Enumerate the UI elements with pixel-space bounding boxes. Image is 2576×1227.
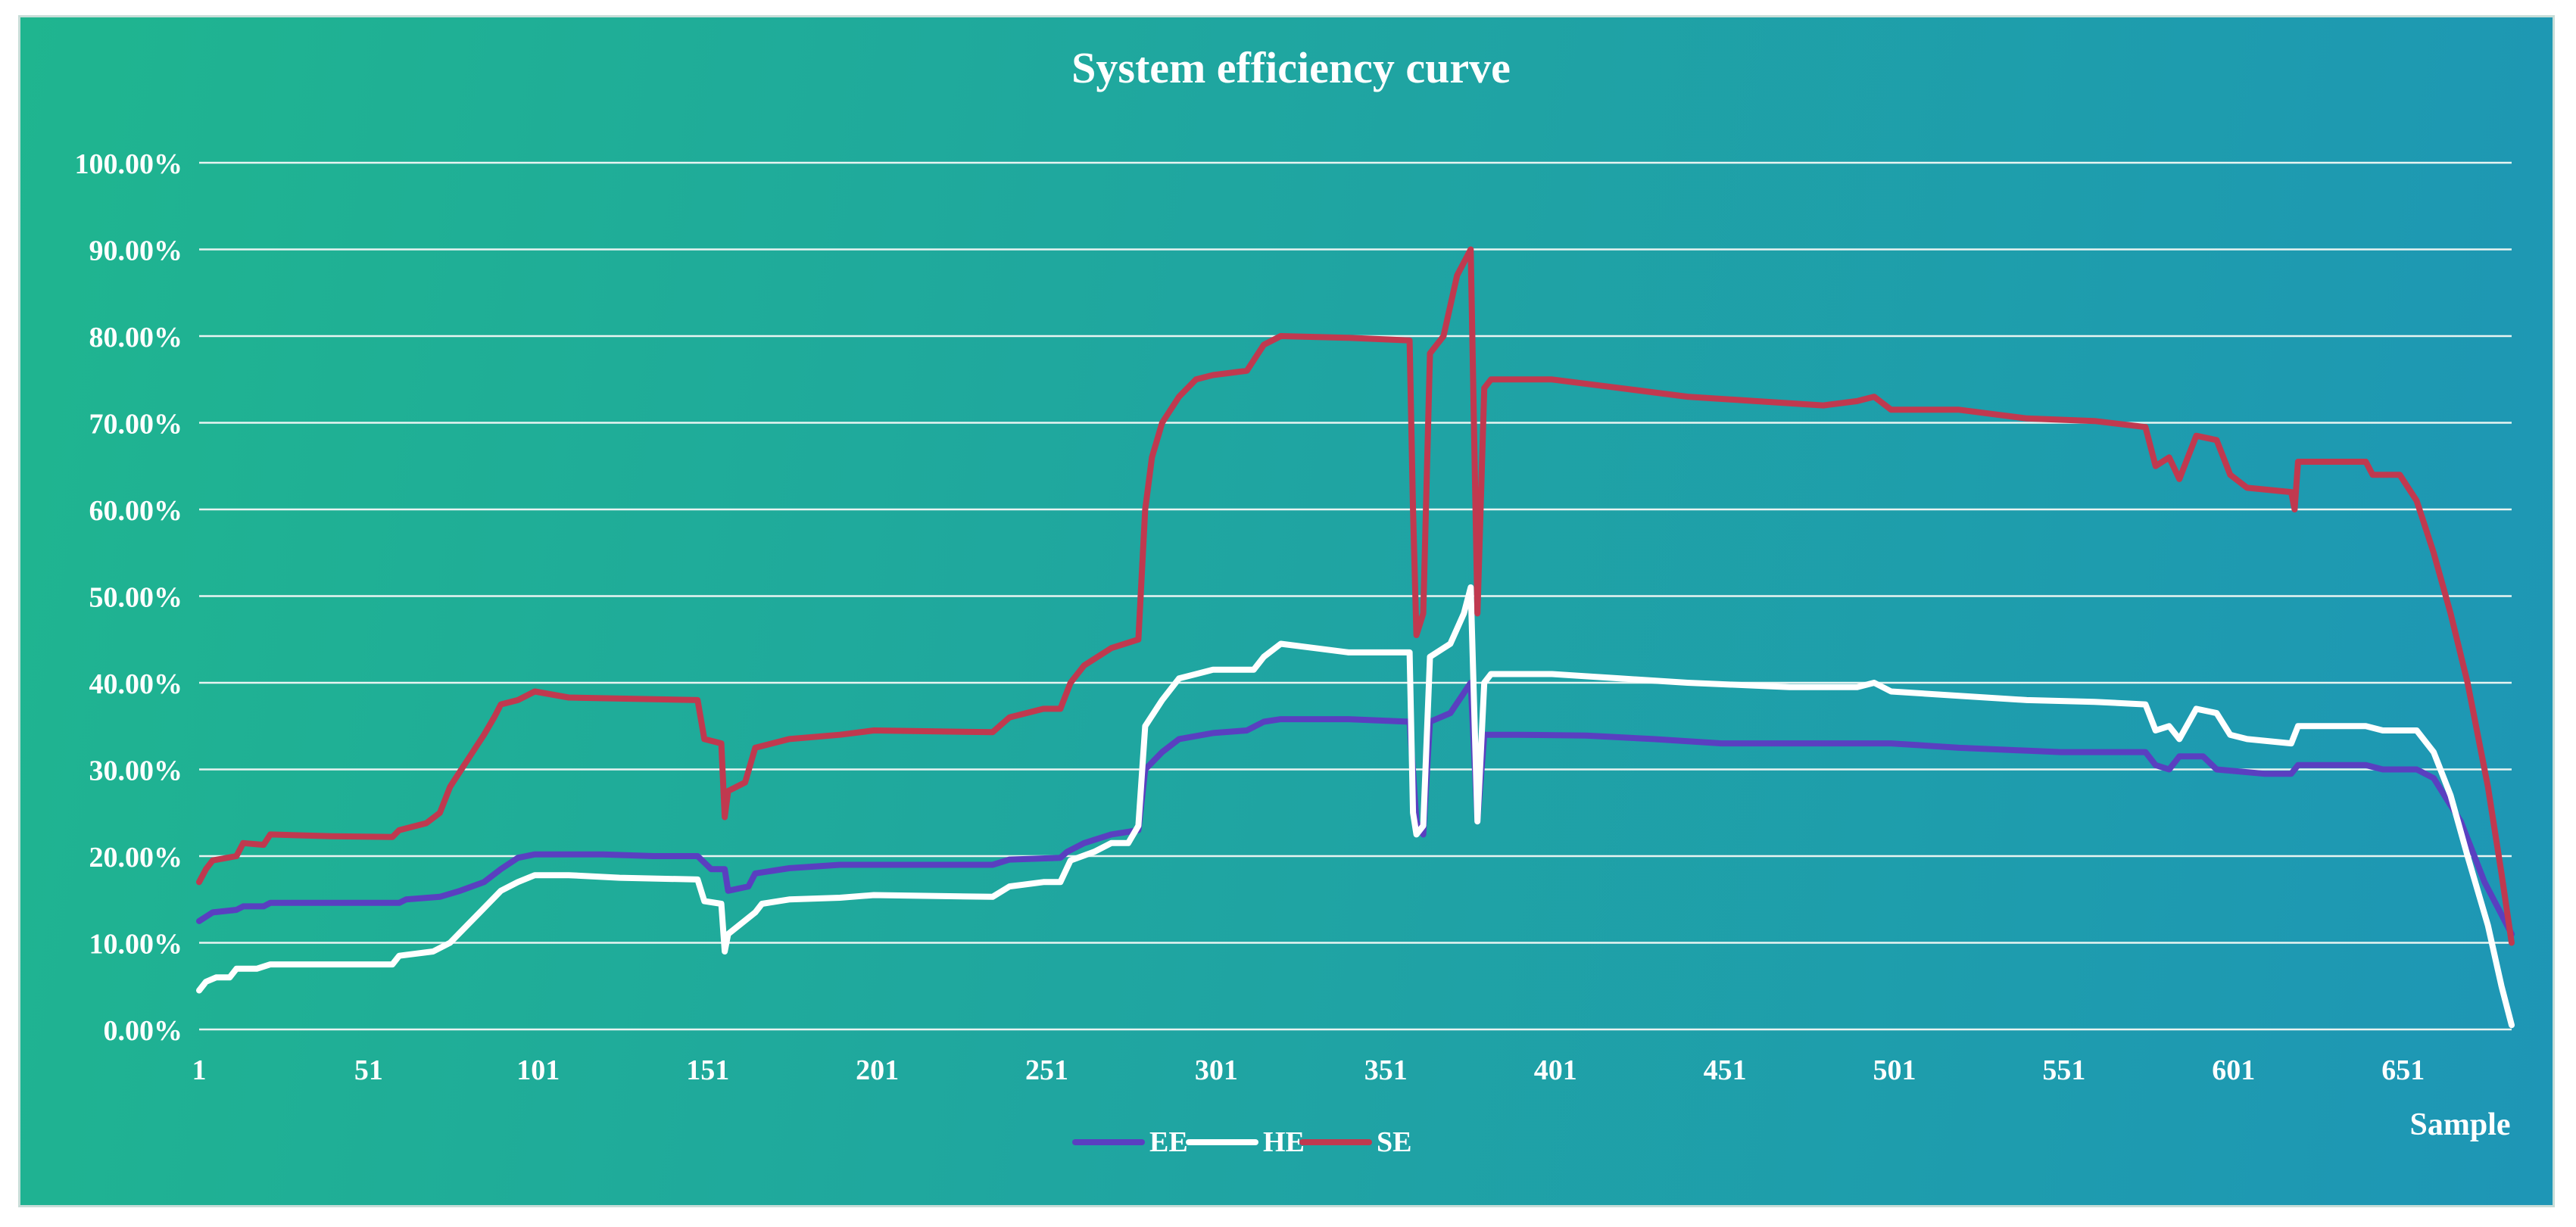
x-tick-label: 501 — [1873, 1054, 1916, 1086]
x-axis-ticks: 1 51 101 151 201 251 301 351 401 451 501 551 601 651 — [192, 1054, 2425, 1086]
efficiency-chart: System efficiency curve 0.00% 10.00% 20.00… — [75, 43, 2515, 1158]
y-tick-label: 20.00% — [89, 842, 183, 874]
x-tick-label: 151 — [686, 1054, 729, 1086]
x-tick-label: 601 — [2212, 1054, 2255, 1086]
legend: EE HE SE — [1072, 1126, 1411, 1158]
y-axis-ticks: 0.00% 10.00% 20.00% 30.00% 40.00% 50.00% 60.00… — [75, 148, 183, 1047]
gridlines — [199, 161, 2512, 1031]
x-tick-label: 1 — [192, 1054, 207, 1086]
x-tick-label: 451 — [1704, 1054, 1747, 1086]
y-tick-label: 0.00% — [104, 1015, 183, 1047]
x-tick-label: 51 — [354, 1054, 383, 1086]
series-line-se — [196, 246, 2515, 946]
legend-label-se: SE — [1377, 1126, 1411, 1158]
series-lines — [196, 246, 2515, 1029]
x-tick-label: 251 — [1025, 1054, 1068, 1086]
x-axis-label: Sample — [2409, 1107, 2510, 1142]
y-tick-label: 70.00% — [89, 409, 183, 441]
legend-label-he: HE — [1263, 1126, 1305, 1158]
x-tick-label: 201 — [856, 1054, 899, 1086]
y-tick-label: 30.00% — [89, 755, 183, 787]
y-tick-label: 90.00% — [89, 235, 183, 267]
x-tick-label: 351 — [1364, 1054, 1408, 1086]
x-tick-label: 401 — [1534, 1054, 1577, 1086]
x-tick-label: 651 — [2381, 1054, 2425, 1086]
x-tick-label: 301 — [1195, 1054, 1238, 1086]
series-line-he — [196, 584, 2515, 1029]
x-tick-label: 551 — [2042, 1054, 2085, 1086]
chart-title: System efficiency curve — [1071, 43, 1511, 92]
y-tick-label: 50.00% — [89, 582, 183, 614]
y-tick-label: 100.00% — [75, 148, 183, 180]
series-line-ee — [196, 680, 2515, 937]
legend-label-ee: EE — [1149, 1126, 1188, 1158]
y-tick-label: 60.00% — [89, 495, 183, 527]
y-tick-label: 40.00% — [89, 668, 183, 700]
x-tick-label: 101 — [516, 1054, 560, 1086]
y-tick-label: 80.00% — [89, 322, 183, 353]
chart-frame: System efficiency curve 0.00% 10.00% 20.00… — [18, 15, 2555, 1207]
y-tick-label: 10.00% — [89, 929, 183, 961]
